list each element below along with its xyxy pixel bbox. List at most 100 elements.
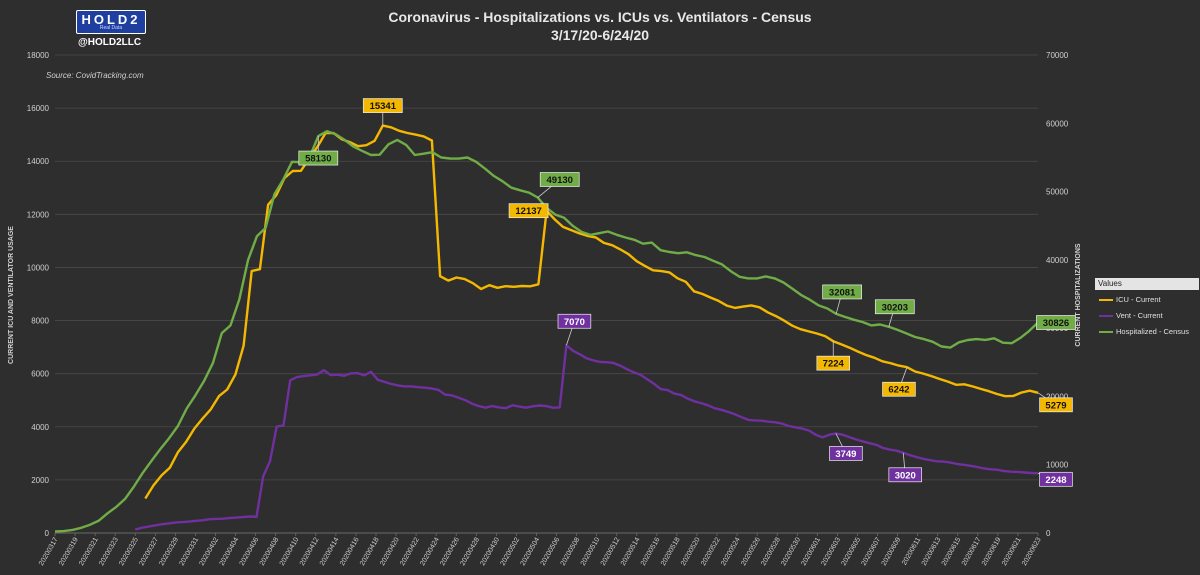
data-label: 58130 [305, 154, 331, 165]
x-tick-label: 20200424 [419, 536, 441, 567]
x-tick-label: 20200617 [961, 536, 983, 567]
data-label: 7224 [823, 359, 845, 370]
legend-label-vent: Vent - Current [1116, 311, 1163, 320]
data-label-box [882, 381, 916, 397]
legend-label-icu: ICU - Current [1116, 295, 1161, 304]
y-left-tick-label: 8000 [31, 317, 49, 326]
x-tick-label: 20200329 [158, 536, 180, 567]
x-tick-label: 20200520 [680, 536, 702, 567]
x-axis: 2020031720200319202003212020032320200325… [38, 532, 1043, 567]
y-right-tick-label: 10000 [1046, 461, 1069, 470]
x-tick-label: 20200526 [740, 536, 762, 567]
y-left-tick-label: 6000 [31, 370, 49, 379]
x-tick-label: 20200325 [118, 536, 140, 567]
x-tick-label: 20200422 [399, 536, 421, 567]
data-label-box [1036, 315, 1076, 330]
data-label: 7070 [564, 317, 585, 328]
legend-item-hosp: Hospitalized - Census [1099, 326, 1189, 338]
data-label-box [829, 446, 863, 461]
data-label-box [1039, 471, 1073, 487]
series-line-vent [134, 344, 1039, 531]
legend-swatch-hosp [1099, 331, 1113, 334]
data-label: 15341 [370, 101, 397, 112]
data-label-box [539, 172, 580, 187]
y-right-tick-label: 0 [1046, 529, 1051, 538]
data-label-box [557, 313, 592, 329]
x-tick-label: 20200420 [379, 536, 401, 567]
y-right-tick-label: 50000 [1046, 188, 1069, 197]
data-label: 32081 [829, 287, 856, 298]
data-label: 2248 [1045, 475, 1066, 486]
logo-text: HOLD2 [81, 12, 141, 27]
y-right-tick-label: 20000 [1046, 392, 1069, 401]
x-tick-label: 20200528 [760, 536, 782, 567]
x-tick-label: 20200623 [1021, 536, 1043, 567]
hold2-logo: HOLD2 Real Data [76, 10, 146, 34]
y-left-tick-label: 10000 [27, 263, 50, 272]
y-left-tick-label: 14000 [27, 157, 50, 166]
x-tick-label: 20200317 [38, 536, 60, 567]
x-tick-label: 20200613 [921, 536, 943, 567]
x-tick-label: 20200607 [861, 536, 883, 567]
x-tick-label: 20200428 [459, 536, 481, 567]
x-tick-label: 20200508 [560, 536, 582, 567]
y-axis-left: 0 2000 4000 6000 8000 10000 12000 14000 16000 180… [27, 51, 50, 538]
x-tick-label: 20200430 [479, 536, 501, 567]
y-left-tick-label: 2000 [31, 476, 49, 485]
y-axis-left-label: CURRENT ICU AND VENTILATOR USAGE [8, 226, 15, 364]
data-label-box [508, 203, 549, 219]
x-tick-label: 20200412 [299, 536, 321, 567]
legend-item-vent: Vent - Current [1099, 310, 1163, 322]
y-left-tick-label: 0 [45, 529, 50, 538]
x-tick-label: 20200502 [499, 536, 521, 567]
y-right-tick-label: 70000 [1046, 51, 1069, 60]
legend-item-icu: ICU - Current [1099, 294, 1161, 306]
x-tick-label: 20200319 [58, 536, 80, 567]
data-label-box [816, 355, 850, 371]
x-tick-label: 20200321 [78, 536, 100, 567]
data-label-box [362, 98, 403, 113]
data-label: 5279 [1045, 400, 1066, 411]
x-tick-label: 20200327 [138, 536, 160, 567]
y-left-tick-label: 4000 [31, 423, 49, 432]
data-labels: 15341 12137 7224 6242 5279 7070 3749 3020 2248 58… [298, 98, 1076, 487]
legend-swatch-icu [1099, 299, 1113, 302]
x-tick-label: 20200331 [179, 536, 201, 567]
legend: Values ICU - Current Vent - Current Hosp… [1095, 278, 1199, 342]
x-tick-label: 20200416 [339, 536, 361, 567]
data-label-box [874, 299, 915, 315]
x-tick-label: 20200408 [259, 536, 281, 567]
x-tick-label: 20200510 [580, 536, 602, 567]
chart-subtitle: 3/17/20-6/24/20 [550, 27, 650, 43]
y-left-tick-label: 16000 [27, 104, 50, 113]
source-note: Source: CovidTracking.com [46, 71, 144, 80]
data-label-box [1039, 397, 1073, 413]
data-label-box [822, 284, 862, 300]
y-axis-right: 010000200003000040000500006000070000 [1046, 51, 1069, 538]
x-tick-label: 20200410 [279, 536, 301, 567]
x-tick-label: 20200516 [640, 536, 662, 567]
x-tick-label: 20200524 [720, 536, 742, 567]
legend-swatch-vent [1099, 315, 1113, 318]
x-tick-label: 20200619 [981, 536, 1003, 567]
x-tick-label: 20200506 [540, 536, 562, 567]
x-tick-label: 20200514 [620, 536, 642, 567]
data-label: 49130 [547, 175, 573, 186]
x-tick-label: 20200611 [901, 536, 922, 566]
x-tick-label: 20200518 [660, 536, 682, 567]
data-label: 30203 [882, 302, 908, 313]
data-label: 6242 [888, 385, 909, 396]
x-tick-label: 20200601 [800, 536, 822, 567]
x-tick-label: 20200522 [700, 536, 722, 567]
x-tick-label: 20200605 [841, 536, 863, 567]
x-tick-label: 20200402 [199, 536, 221, 567]
x-tick-label: 20200609 [881, 536, 903, 567]
x-tick-label: 20200615 [941, 536, 963, 567]
x-tick-label: 20200512 [600, 536, 622, 567]
logo-subtext: Real Data [99, 25, 123, 31]
x-tick-label: 20200426 [439, 536, 461, 567]
x-tick-label: 20200603 [820, 536, 842, 567]
data-label: 12137 [515, 206, 541, 217]
series-line-icu [144, 124, 1039, 500]
